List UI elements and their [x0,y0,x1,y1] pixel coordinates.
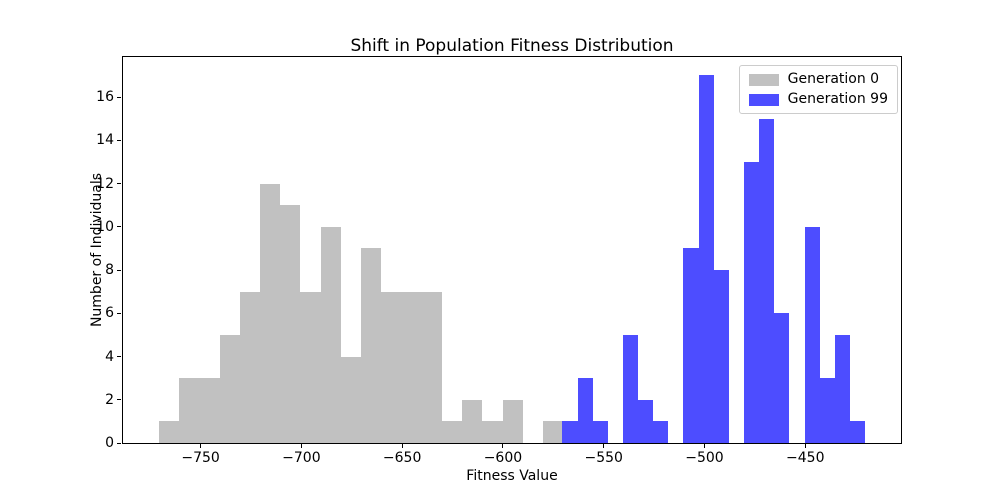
x-tick-label: −750 [181,450,220,466]
histogram-bar-gen99 [849,421,866,443]
histogram-bar-gen0 [421,291,442,443]
y-tick-mark [117,399,121,401]
y-tick-mark [117,226,121,228]
histogram-bar-gen99 [804,226,820,443]
y-tick-mark [117,312,121,314]
y-tick-label: 6 [105,305,114,322]
y-tick-label: 14 [96,132,114,149]
histogram-bar-gen0 [482,421,503,443]
histogram-bar-gen0 [361,248,382,443]
y-tick-mark [117,183,121,184]
histogram-bar-gen99 [577,378,593,443]
x-tick-mark [703,444,705,448]
histogram-bar-gen99 [744,161,760,443]
histogram-bar-gen0 [441,421,463,443]
histogram-bar-gen99 [774,313,790,443]
y-tick-label: 16 [96,89,114,105]
histogram-bar-gen0 [542,421,564,443]
legend-item-generation-0: Generation 0 [748,71,888,87]
histogram-bar-gen0 [259,183,281,443]
legend-label-generation-0: Generation 0 [787,71,880,87]
y-tick-label: 8 [105,262,114,278]
y-tick-mark [117,96,121,98]
x-tick-mark [804,444,806,448]
histogram-bar-gen0 [179,378,200,443]
histogram-bar-gen0 [158,421,180,443]
x-tick-mark [200,444,202,448]
x-tick-mark [502,444,504,448]
y-tick-label: 4 [105,348,114,365]
histogram-bar-gen0 [199,378,220,443]
histogram-bar-gen99 [713,270,729,443]
histogram-bar-gen0 [280,205,301,443]
chart-title: Shift in Population Fitness Distribution [350,36,674,56]
x-axis-label: Fitness Value [466,468,558,484]
histogram-bar-gen0 [219,334,240,443]
x-tick-mark [603,444,605,448]
bars-layer [123,57,901,443]
legend: Generation 0 Generation 99 [738,65,898,114]
histogram-bar-gen99 [653,421,669,443]
histogram-bar-gen0 [340,356,362,443]
histogram-bar-gen0 [502,399,523,443]
y-tick-mark [117,442,121,444]
x-tick-label: −600 [483,450,523,466]
histogram-bar-gen99 [698,75,714,443]
y-tick-mark [117,139,121,141]
histogram-bar-gen0 [462,399,483,443]
legend-swatch-generation-0 [748,73,779,86]
plot-area: Generation 0 Generation 99 [122,56,902,444]
x-tick-label: −450 [786,450,825,466]
histogram-bar-gen0 [300,291,321,443]
x-tick-mark [401,444,403,448]
histogram-bar-gen99 [622,334,639,443]
histogram-bar-gen0 [239,291,260,443]
histogram-bar-gen0 [320,226,341,443]
legend-label-generation-99: Generation 99 [787,91,888,107]
legend-swatch-generation-99 [748,93,779,106]
legend-item-generation-99: Generation 99 [748,91,888,107]
histogram-bar-gen99 [834,334,850,443]
x-tick-label: −700 [282,450,321,466]
histogram-bar-gen0 [401,291,422,443]
x-tick-label: −500 [685,450,724,466]
y-tick-mark [117,356,121,357]
histogram-bar-gen99 [638,399,654,443]
y-tick-label: 10 [96,218,114,235]
histogram-bar-gen99 [683,248,699,443]
histogram-bar-gen0 [381,291,402,443]
histogram-bar-gen99 [819,378,835,443]
x-tick-label: −650 [382,450,422,466]
y-tick-mark [117,269,121,271]
histogram-bar-gen99 [592,421,608,443]
x-tick-mark [300,444,302,448]
y-tick-label: 12 [96,175,114,192]
histogram-bar-gen99 [562,421,578,443]
histogram-bar-gen99 [759,118,775,443]
y-tick-label: 2 [105,391,114,408]
x-tick-label: −550 [584,450,623,466]
y-tick-label: 0 [105,435,114,451]
y-axis-label: Number of Individuals [89,172,105,328]
